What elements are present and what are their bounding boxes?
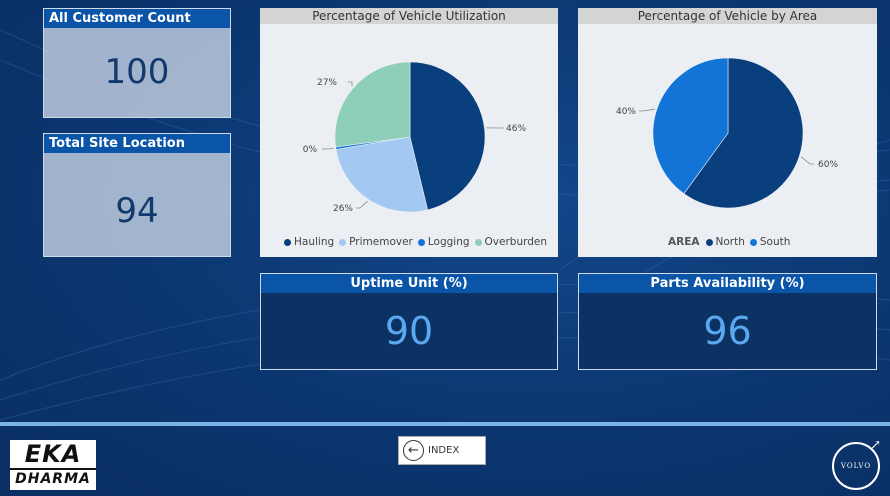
pie-slice-north[interactable]: [683, 57, 804, 209]
pie-slice-primemover[interactable]: [335, 136, 428, 213]
pie-slice-hauling[interactable]: [409, 61, 486, 211]
data-label-north: 60%: [818, 160, 838, 170]
volvo-wordmark: VOLVO: [840, 462, 872, 470]
legend-label: Logging: [427, 236, 470, 248]
parts-value: 96: [703, 309, 752, 353]
legend-dot: [284, 238, 291, 246]
legend-label: South: [759, 236, 791, 248]
legend-label: North: [715, 236, 745, 248]
index-button-label: INDEX: [428, 445, 460, 456]
legend-item-logging[interactable]: Logging: [417, 236, 470, 248]
area-pie[interactable]: 60% 40%: [578, 24, 877, 234]
index-button[interactable]: ← INDEX: [398, 436, 486, 465]
legend-item-overburden[interactable]: Overburden: [474, 236, 548, 248]
pie-slice-south[interactable]: [652, 57, 729, 195]
area-chart-card[interactable]: Percentage of Vehicle by Area 60% 40% ARE…: [578, 8, 877, 257]
uptime-card: Uptime Unit (%) 90: [260, 273, 558, 370]
leader-line-south: [639, 108, 655, 112]
area-legend: AREA North South: [668, 236, 795, 248]
volvo-logo: VOLVO ↗: [832, 438, 881, 490]
legend-dot: [417, 238, 425, 246]
legend-item-north[interactable]: North: [705, 236, 745, 248]
customer-count-card: All Customer Count 100: [43, 8, 231, 118]
pie-slice-overburden[interactable]: [334, 61, 411, 148]
utilization-legend: Hauling Primemover Logging Overburden: [284, 236, 552, 248]
parts-title: Parts Availability (%): [579, 274, 876, 293]
legend-item-hauling[interactable]: Hauling: [284, 236, 334, 248]
utilization-pie[interactable]: 46% 26% 0% 27%: [260, 24, 558, 234]
legend-dot: [749, 238, 757, 246]
data-label-south: 40%: [616, 107, 636, 117]
uptime-title: Uptime Unit (%): [261, 274, 557, 293]
utilization-chart-card[interactable]: Percentage of Vehicle Utilization 46% 26%…: [260, 8, 558, 257]
parts-card: Parts Availability (%) 96: [578, 273, 877, 370]
utilization-chart-title: Percentage of Vehicle Utilization: [260, 8, 558, 24]
leader-line-overburden: [348, 81, 353, 87]
legend-dot: [705, 238, 713, 246]
customer-count-value: 100: [44, 28, 230, 117]
data-label-primemover: 26%: [333, 204, 353, 214]
legend-dot: [339, 238, 347, 246]
data-label-hauling: 46%: [506, 124, 526, 134]
legend-dot: [474, 238, 482, 246]
leader-line-primemover: [356, 200, 368, 209]
data-label-logging: 0%: [303, 145, 318, 155]
legend-title: AREA: [668, 236, 700, 248]
area-chart-title: Percentage of Vehicle by Area: [578, 8, 877, 24]
uptime-value: 90: [384, 309, 434, 353]
site-location-value: 94: [44, 153, 230, 256]
footer-divider: [0, 422, 890, 426]
logo-line-1: EKA: [24, 440, 82, 468]
legend-item-primemover[interactable]: Primemover: [339, 236, 413, 248]
leader-line-north: [800, 156, 814, 165]
eka-dharma-logo: EKA DHARMA: [10, 440, 96, 490]
legend-label: Overburden: [484, 236, 548, 248]
logo-line-2: DHARMA: [10, 468, 96, 488]
customer-count-title: All Customer Count: [44, 9, 230, 28]
arrow-left-icon: ←: [403, 440, 424, 461]
legend-item-south[interactable]: South: [749, 236, 791, 248]
volvo-arrow-icon: ↗: [870, 438, 882, 453]
legend-label: Primemover: [349, 236, 413, 248]
data-label-overburden: 27%: [317, 78, 337, 88]
site-location-title: Total Site Location: [44, 134, 230, 153]
legend-label: Hauling: [294, 236, 335, 248]
site-location-card: Total Site Location 94: [43, 133, 231, 257]
